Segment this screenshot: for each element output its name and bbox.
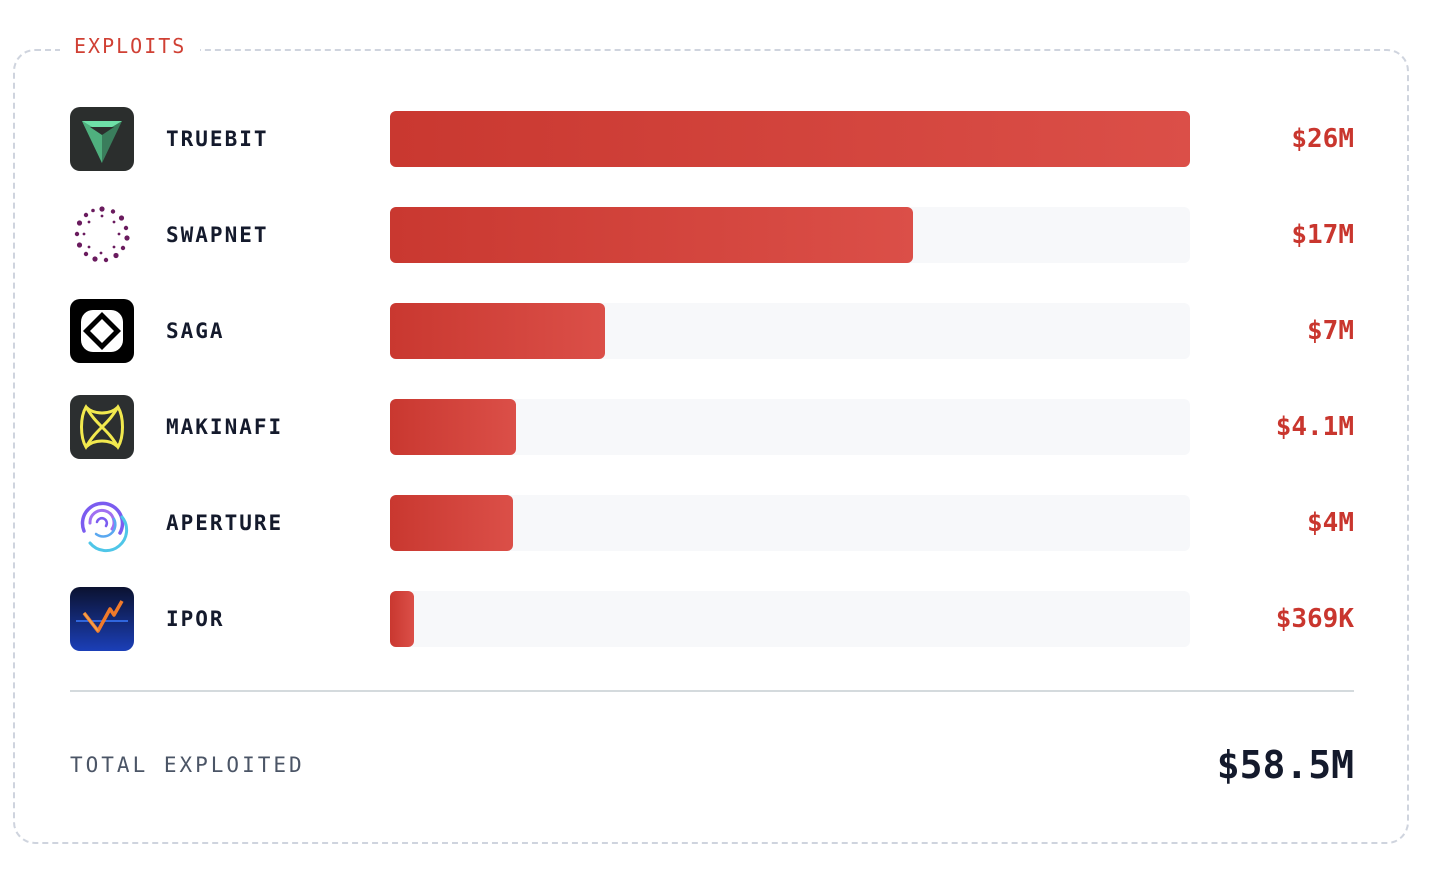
bar-fill-saga bbox=[390, 303, 605, 359]
bar-fill-makinafi bbox=[390, 399, 516, 455]
aperture-icon bbox=[70, 491, 134, 555]
total-label: TOTAL EXPLOITED bbox=[70, 753, 305, 777]
bar-fill-aperture bbox=[390, 495, 513, 551]
exploit-row-makinafi: MAKINAFI $4.1M bbox=[70, 395, 1354, 459]
bar-fill-ipor bbox=[390, 591, 414, 647]
exploit-value: $4M bbox=[1307, 508, 1354, 538]
exploits-panel bbox=[13, 49, 1409, 844]
bar-track bbox=[390, 303, 1190, 359]
exploit-value: $26M bbox=[1291, 124, 1354, 154]
panel-label: EXPLOITS bbox=[60, 33, 201, 59]
bar-fill-truebit bbox=[390, 111, 1190, 167]
exploit-row-ipor: IPOR $369K bbox=[70, 587, 1354, 651]
bar-track bbox=[390, 111, 1190, 167]
exploit-name: SWAPNET bbox=[166, 223, 269, 247]
bar-track bbox=[390, 495, 1190, 551]
exploit-value: $369K bbox=[1275, 604, 1354, 634]
makinafi-icon bbox=[70, 395, 134, 459]
bar-track bbox=[390, 399, 1190, 455]
bar-track bbox=[390, 207, 1190, 263]
exploit-name: IPOR bbox=[166, 607, 225, 631]
exploit-value: $7M bbox=[1307, 316, 1354, 346]
exploit-name: APERTURE bbox=[166, 511, 284, 535]
exploit-row-truebit: TRUEBIT $26M bbox=[70, 107, 1354, 171]
exploit-row-aperture: APERTURE $4M bbox=[70, 491, 1354, 555]
exploit-row-saga: SAGA $7M bbox=[70, 299, 1354, 363]
exploit-row-swapnet: SWAPNET $17M bbox=[70, 203, 1354, 267]
ipor-icon bbox=[70, 587, 134, 651]
exploit-name: SAGA bbox=[166, 319, 225, 343]
exploit-name: MAKINAFI bbox=[166, 415, 284, 439]
truebit-icon bbox=[70, 107, 134, 171]
exploit-name: TRUEBIT bbox=[166, 127, 269, 151]
bar-fill-swapnet bbox=[390, 207, 913, 263]
swapnet-icon bbox=[70, 203, 134, 267]
saga-icon bbox=[70, 299, 134, 363]
divider bbox=[70, 690, 1354, 692]
exploit-value: $17M bbox=[1291, 220, 1354, 250]
bar-track bbox=[390, 591, 1190, 647]
total-value: $58.5M bbox=[1216, 743, 1354, 787]
exploit-value: $4.1M bbox=[1275, 412, 1354, 442]
